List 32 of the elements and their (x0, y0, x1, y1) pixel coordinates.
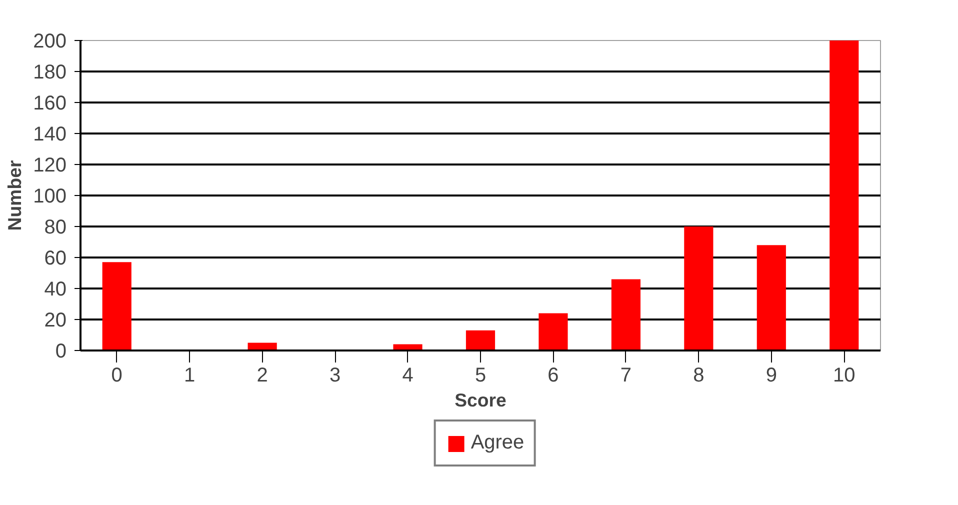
y-tick-label: 140 (33, 124, 67, 146)
y-tick-label: 80 (44, 216, 67, 238)
x-tick-label: 0 (111, 364, 122, 386)
bar (611, 279, 640, 350)
x-tick-label: 7 (620, 364, 632, 386)
bar (538, 313, 568, 350)
x-tick-label: 1 (184, 364, 196, 386)
x-tick-label: 8 (693, 364, 704, 386)
bar (684, 226, 714, 350)
x-tick-label: 5 (474, 364, 486, 386)
bar (830, 40, 859, 350)
y-tick-label: 20 (44, 310, 67, 332)
y-tick-label: 0 (55, 340, 66, 362)
y-tick-label: 200 (33, 30, 67, 52)
y-tick-label: 180 (33, 62, 67, 84)
y-tick-label: 60 (44, 248, 67, 270)
y-tick-label: 120 (33, 154, 67, 176)
legend-label: Agree (470, 432, 524, 454)
y-tick-label: 100 (33, 186, 67, 208)
x-tick-label: 10 (833, 364, 856, 386)
x-tick-label: 3 (329, 364, 341, 386)
x-axis-title: Score (454, 390, 506, 410)
y-tick-label: 40 (44, 278, 67, 300)
y-axis-title: Number (4, 160, 26, 231)
bar (102, 262, 132, 350)
x-tick-label: 4 (402, 364, 414, 386)
x-tick-label: 9 (766, 364, 777, 386)
x-tick-label: 2 (256, 364, 268, 386)
x-tick-label: 6 (548, 364, 559, 386)
y-tick-label: 160 (33, 92, 67, 114)
bar (466, 330, 496, 350)
bar (756, 245, 786, 350)
